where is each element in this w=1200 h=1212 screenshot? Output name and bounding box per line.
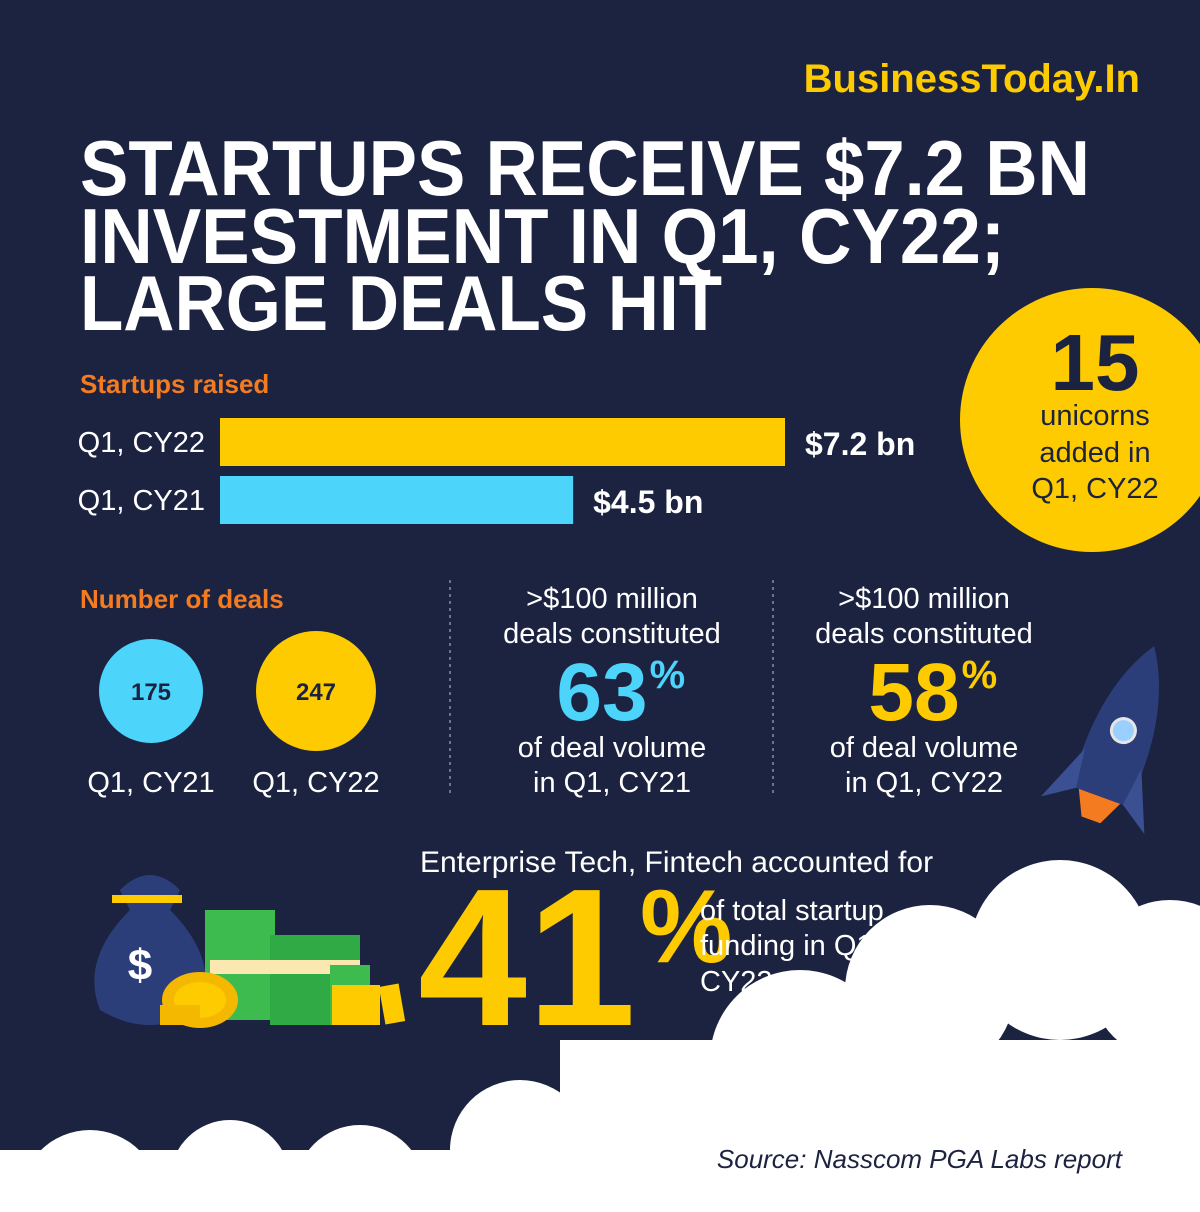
deal-circle <box>256 631 376 751</box>
value-label: $4.5 bn <box>593 484 703 520</box>
sector-lead: Enterprise Tech, Fintech accounted for <box>420 846 933 879</box>
deal-tail: of deal volume <box>830 732 1019 764</box>
deal-share-unit: % <box>962 653 998 697</box>
chart-title: Startups raised <box>80 369 269 399</box>
clouds <box>0 860 1200 1212</box>
source: Source: Nasscom PGA Labs report <box>717 1144 1124 1174</box>
deal-count: 247 <box>296 679 336 706</box>
sector-unit: % <box>640 869 732 985</box>
deal-circle <box>99 639 203 743</box>
title-line: INVESTMENT IN Q1, CY22; <box>80 192 1005 280</box>
category-label: Q1, CY22 <box>78 427 205 459</box>
sector-tail: of total startup <box>700 895 884 927</box>
value-label: $7.2 bn <box>805 426 915 462</box>
deal-label: Q1, CY22 <box>252 767 379 799</box>
deal-tail: in Q1, CY22 <box>845 767 1003 799</box>
deal-lead: deals constituted <box>503 618 721 650</box>
deal-share: 58 <box>868 647 959 738</box>
unicorn-text: unicorns <box>1040 400 1150 432</box>
bar <box>220 418 785 466</box>
unicorn-text: Q1, CY22 <box>1031 473 1158 505</box>
title-line: STARTUPS RECEIVE $7.2 BN <box>80 124 1090 212</box>
unicorn-count: 15 <box>1051 318 1140 407</box>
deal-tail: in Q1, CY21 <box>533 767 691 799</box>
deals-title: Number of deals <box>80 584 284 614</box>
deal-lead: >$100 million <box>838 583 1010 615</box>
deal-tail: of deal volume <box>518 732 707 764</box>
title-line: LARGE DEALS HIT <box>80 259 722 347</box>
unicorn-circle <box>960 288 1200 552</box>
deal-lead: deals constituted <box>815 618 1033 650</box>
rocket <box>1040 646 1160 834</box>
unicorn-text: added in <box>1039 437 1150 469</box>
sector-value: 41 <box>418 848 636 1067</box>
svg-text:$: $ <box>128 941 152 990</box>
money-illustration: $ <box>94 875 406 1028</box>
deal-share: 63 <box>556 647 647 738</box>
sector-tail: CY22 <box>700 966 773 998</box>
bar-chart: Q1, CY22 $7.2 bn Q1, CY21 $4.5 bn <box>78 418 915 524</box>
bar <box>220 476 574 524</box>
deal-share-unit: % <box>650 653 686 697</box>
category-label: Q1, CY21 <box>78 485 205 517</box>
deal-lead: >$100 million <box>526 583 698 615</box>
deal-label: Q1, CY21 <box>87 767 214 799</box>
deal-count: 175 <box>131 679 171 706</box>
brand: BusinessToday.In <box>804 57 1140 101</box>
sector-tail: funding in Q1, <box>700 930 881 962</box>
